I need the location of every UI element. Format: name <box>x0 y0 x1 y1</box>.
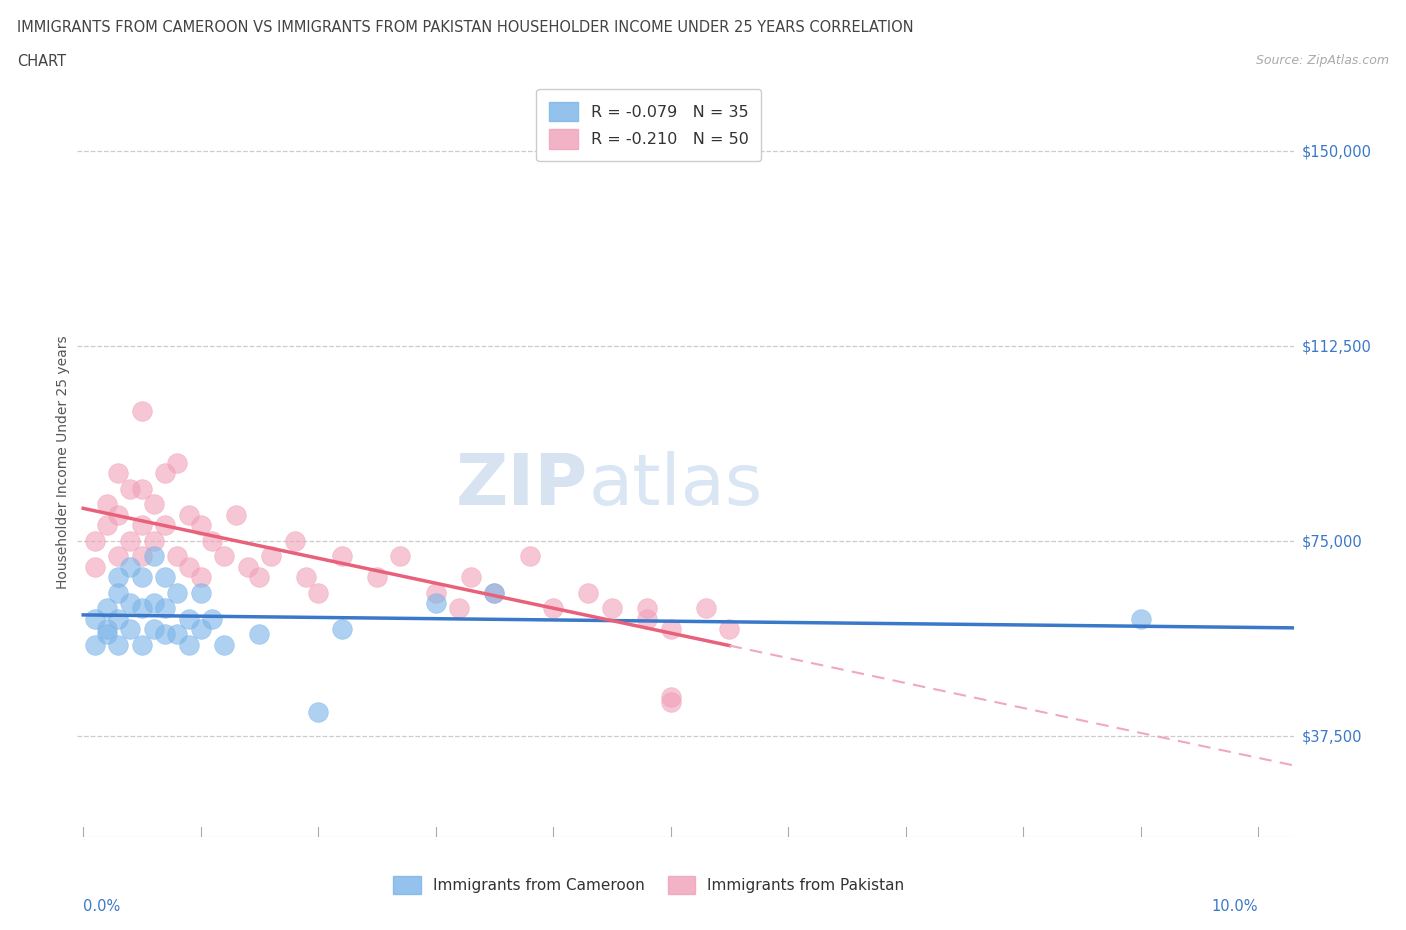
Point <box>166 549 188 564</box>
Point <box>166 627 188 642</box>
Point <box>236 559 259 574</box>
Point <box>166 585 188 600</box>
Point <box>425 585 447 600</box>
Point <box>84 559 107 574</box>
Point <box>578 585 600 600</box>
Point <box>695 601 717 616</box>
Point <box>201 533 224 548</box>
Point <box>84 637 107 652</box>
Point <box>201 611 224 626</box>
Point <box>330 549 353 564</box>
Point <box>307 705 329 720</box>
Point <box>177 637 200 652</box>
Point <box>659 695 682 710</box>
Point <box>212 637 235 652</box>
Point <box>84 611 107 626</box>
Point <box>131 569 153 584</box>
Legend: Immigrants from Cameroon, Immigrants from Pakistan: Immigrants from Cameroon, Immigrants fro… <box>387 870 911 900</box>
Point <box>142 533 165 548</box>
Point <box>1129 611 1152 626</box>
Point <box>155 627 177 642</box>
Point <box>155 601 177 616</box>
Point <box>107 569 129 584</box>
Text: 10.0%: 10.0% <box>1212 899 1258 914</box>
Point <box>107 466 129 481</box>
Point <box>120 559 142 574</box>
Text: ZIP: ZIP <box>456 451 588 520</box>
Point <box>659 689 682 704</box>
Point <box>177 559 200 574</box>
Point <box>484 585 506 600</box>
Point <box>120 533 142 548</box>
Point <box>636 601 658 616</box>
Point <box>519 549 541 564</box>
Point <box>177 507 200 522</box>
Point <box>225 507 247 522</box>
Text: Source: ZipAtlas.com: Source: ZipAtlas.com <box>1256 54 1389 67</box>
Point <box>131 637 153 652</box>
Point <box>389 549 412 564</box>
Point <box>131 549 153 564</box>
Point <box>449 601 471 616</box>
Text: 0.0%: 0.0% <box>83 899 121 914</box>
Point <box>155 518 177 533</box>
Point <box>177 611 200 626</box>
Point <box>131 518 153 533</box>
Point <box>120 481 142 496</box>
Point <box>131 404 153 418</box>
Text: CHART: CHART <box>17 54 66 69</box>
Point <box>96 627 118 642</box>
Point <box>190 621 212 636</box>
Text: atlas: atlas <box>588 451 762 520</box>
Point <box>249 627 271 642</box>
Point <box>425 595 447 610</box>
Point <box>190 585 212 600</box>
Point <box>249 569 271 584</box>
Y-axis label: Householder Income Under 25 years: Householder Income Under 25 years <box>56 336 70 590</box>
Point <box>260 549 283 564</box>
Point <box>107 585 129 600</box>
Point <box>120 595 142 610</box>
Point <box>107 637 129 652</box>
Point <box>284 533 307 548</box>
Point <box>107 549 129 564</box>
Point <box>142 497 165 512</box>
Point <box>155 466 177 481</box>
Point <box>131 601 153 616</box>
Point <box>330 621 353 636</box>
Text: IMMIGRANTS FROM CAMEROON VS IMMIGRANTS FROM PAKISTAN HOUSEHOLDER INCOME UNDER 25: IMMIGRANTS FROM CAMEROON VS IMMIGRANTS F… <box>17 20 914 35</box>
Point <box>659 621 682 636</box>
Point <box>307 585 329 600</box>
Point <box>190 569 212 584</box>
Point <box>155 569 177 584</box>
Point <box>484 585 506 600</box>
Point <box>96 518 118 533</box>
Point <box>142 549 165 564</box>
Point <box>96 497 118 512</box>
Point <box>295 569 318 584</box>
Point <box>718 621 741 636</box>
Point <box>212 549 235 564</box>
Point <box>96 601 118 616</box>
Point <box>636 611 658 626</box>
Point <box>142 595 165 610</box>
Point <box>541 601 564 616</box>
Point <box>96 621 118 636</box>
Point <box>600 601 623 616</box>
Point <box>107 507 129 522</box>
Point <box>166 456 188 471</box>
Point <box>120 621 142 636</box>
Point <box>107 611 129 626</box>
Point <box>131 481 153 496</box>
Point <box>366 569 388 584</box>
Point <box>142 621 165 636</box>
Point <box>460 569 482 584</box>
Point <box>84 533 107 548</box>
Point <box>190 518 212 533</box>
